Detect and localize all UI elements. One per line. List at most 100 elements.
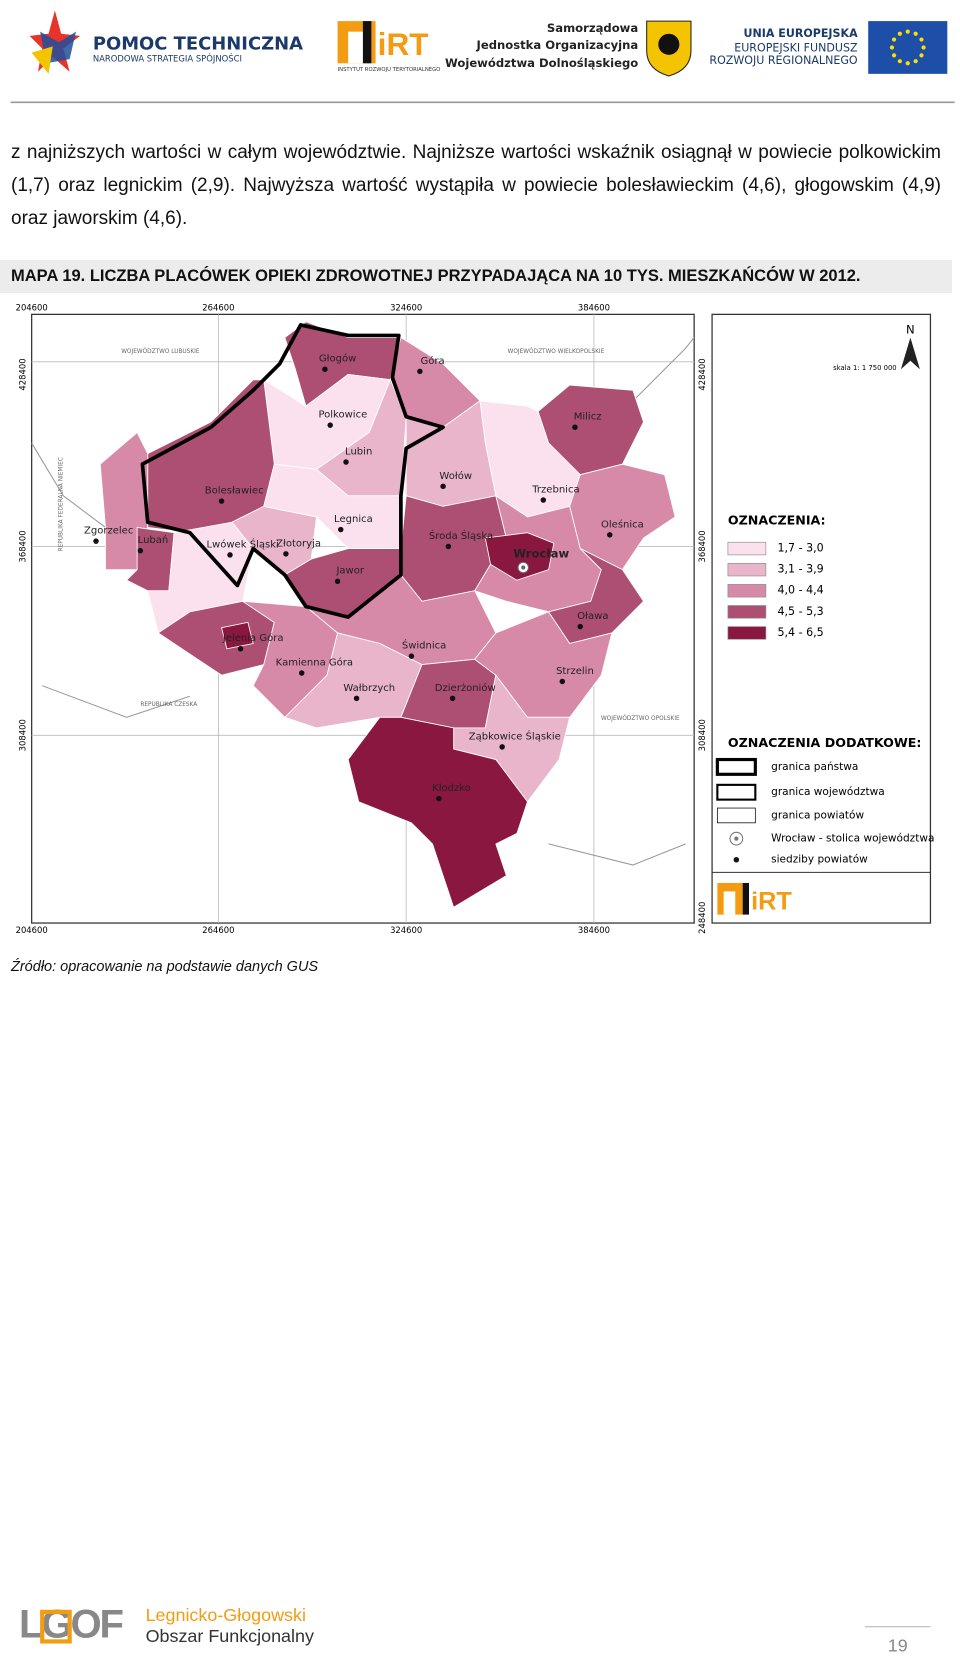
text: Ząbkowice Śląskie xyxy=(469,729,561,742)
legend-swatch xyxy=(715,757,757,776)
text: Obszar Funkcjonalny xyxy=(146,1626,314,1646)
text: Oława xyxy=(577,611,608,622)
capital-dot xyxy=(734,836,739,841)
eu-star xyxy=(905,29,910,34)
text: Jawor xyxy=(335,566,364,577)
text: Bolesławiec xyxy=(205,486,264,497)
seat-dot xyxy=(449,695,456,702)
text: 19 xyxy=(888,1635,908,1655)
seat-dot xyxy=(322,366,328,372)
seat-dot xyxy=(334,578,341,584)
seat-dot xyxy=(237,646,244,652)
eu-star xyxy=(905,61,910,66)
eu-star xyxy=(891,37,897,42)
text: LGOF xyxy=(19,1602,124,1646)
eu-star xyxy=(913,59,918,64)
text: Złotoryja xyxy=(276,538,321,549)
text: Środa Śląska xyxy=(429,529,493,542)
text: 384600 xyxy=(578,925,610,935)
eu-star xyxy=(897,59,902,64)
footer-logo-accent xyxy=(40,1609,72,1644)
seat-dot xyxy=(338,526,344,533)
text: 324600 xyxy=(390,925,422,935)
text: REPUBLIKA FEDERALNA NIEMIEC xyxy=(59,457,65,551)
eu-star xyxy=(913,31,918,36)
county xyxy=(347,716,528,908)
eu-star xyxy=(889,45,895,50)
text: Samorządowa xyxy=(547,21,638,35)
text: EUROPEJSKI FUNDUSZ xyxy=(734,42,858,55)
text: 428400 xyxy=(697,358,707,390)
text: POMOC TECHNICZNA xyxy=(93,33,303,54)
legend-swatch xyxy=(727,541,767,556)
seat-dot xyxy=(343,459,349,465)
legend-swatch xyxy=(727,563,767,577)
text: NARODOWA STRATEGIA SPÓJNOŚCI xyxy=(93,53,242,64)
neighbour-border xyxy=(548,843,686,866)
text: 264600 xyxy=(202,303,234,313)
text: 248400 xyxy=(697,902,707,934)
eu-flag xyxy=(868,21,948,74)
text: Góra xyxy=(420,355,444,367)
text: 324600 xyxy=(390,303,422,313)
seat-dot xyxy=(445,543,452,550)
logo-irt-bar xyxy=(742,882,750,915)
text: 204600 xyxy=(16,303,48,313)
seat-dot xyxy=(283,551,289,557)
north-arrow xyxy=(900,337,920,370)
neighbour-border xyxy=(632,337,695,402)
text: 1,7 - 3,0 xyxy=(777,542,823,555)
text: Polkowice xyxy=(318,410,367,421)
legend-swatch xyxy=(727,584,767,598)
text: Lwówek Śląski xyxy=(206,537,278,550)
text: iRT xyxy=(378,26,429,62)
text: Milicz xyxy=(574,412,602,423)
seat-dot xyxy=(540,497,547,503)
seat-dot xyxy=(559,678,566,685)
county xyxy=(221,621,254,650)
text: N xyxy=(906,323,915,337)
seat-dot xyxy=(218,498,225,504)
county xyxy=(474,611,613,718)
text: Głogów xyxy=(319,353,356,365)
eu-star xyxy=(891,53,897,58)
logo-star-yellow xyxy=(31,46,53,74)
text: WOJEWÓDZTWO WIELKOPOLSKIE xyxy=(508,348,605,355)
eu-star xyxy=(919,53,924,58)
county xyxy=(484,532,555,581)
text: Wałbrzych xyxy=(343,683,395,694)
text: ROZWOJU REGIONALNEGO xyxy=(709,54,858,67)
seat-dot xyxy=(137,547,144,554)
text: 4,0 - 4,4 xyxy=(777,584,823,597)
seat-dot xyxy=(733,857,740,863)
eu-star xyxy=(921,45,926,50)
legend-swatch xyxy=(727,626,767,640)
text: Jelenia Góra xyxy=(222,632,284,644)
county xyxy=(99,431,149,571)
text: granica województwa xyxy=(771,786,885,798)
text: Dzierżoniów xyxy=(435,682,496,694)
text: Legnica xyxy=(334,514,373,525)
text: 264600 xyxy=(202,925,234,935)
text: Wrocław - stolica województwa xyxy=(771,833,934,845)
seat-dot xyxy=(227,552,233,558)
eu-star xyxy=(897,31,902,36)
text: iRT xyxy=(751,888,792,916)
text: OZNACZENIA: xyxy=(728,513,826,528)
eu-star xyxy=(919,37,924,42)
subregion-border xyxy=(140,323,445,619)
seat-dot xyxy=(440,483,446,490)
text: Lubin xyxy=(345,446,372,457)
text: Legnicko-Głogowski xyxy=(146,1605,306,1625)
legend-swatch xyxy=(716,783,757,801)
logo-irt-bar xyxy=(362,21,372,64)
seat-dot xyxy=(499,744,505,750)
text: 5,4 - 6,5 xyxy=(777,626,823,639)
text: Wrocław xyxy=(513,546,569,560)
seat-dot xyxy=(572,424,578,430)
text: 308400 xyxy=(18,719,28,751)
capital-dot xyxy=(521,565,526,570)
legend-swatch xyxy=(716,807,756,824)
